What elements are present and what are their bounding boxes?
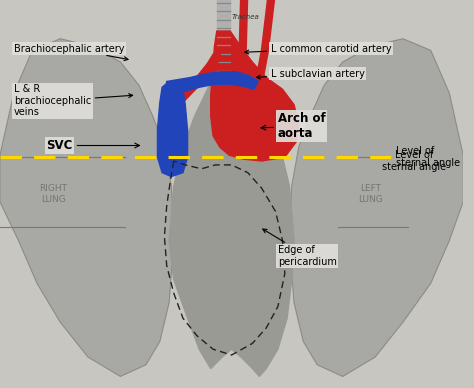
Polygon shape	[290, 39, 463, 376]
Text: L & R
brachiocephalic
veins: L & R brachiocephalic veins	[14, 84, 133, 118]
Text: Edge of
pericardium: Edge of pericardium	[263, 229, 337, 267]
Polygon shape	[164, 72, 258, 95]
Text: Level of
sternal angle: Level of sternal angle	[383, 150, 447, 172]
Text: RIGHT
LUNG: RIGHT LUNG	[39, 184, 67, 204]
Text: Arch of
aorta: Arch of aorta	[261, 112, 326, 140]
Text: L common carotid artery: L common carotid artery	[245, 43, 392, 54]
Polygon shape	[0, 39, 173, 376]
Text: SVC: SVC	[46, 139, 139, 152]
Polygon shape	[169, 47, 294, 376]
Polygon shape	[211, 31, 299, 161]
Text: L subclavian artery: L subclavian artery	[256, 69, 365, 79]
Text: Brachiocephalic artery: Brachiocephalic artery	[14, 43, 128, 61]
Text: LEFT
LUNG: LEFT LUNG	[358, 184, 383, 204]
Polygon shape	[217, 0, 230, 85]
Polygon shape	[157, 81, 188, 177]
Text: Level of
sternal angle: Level of sternal angle	[396, 146, 460, 168]
Text: Trachea: Trachea	[232, 14, 259, 21]
